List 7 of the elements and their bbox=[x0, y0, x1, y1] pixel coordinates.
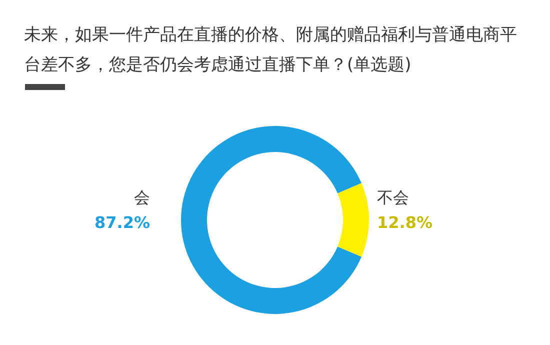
data-label: 87.2% bbox=[94, 213, 150, 232]
slice-label: 会 bbox=[134, 188, 150, 207]
donut-slice bbox=[181, 126, 362, 314]
chart-title: 未来，如果一件产品在直播的价格、附属的赠品福利与普通电商平台差不多，您是否仍会考虑通过直播下单？(单选题) bbox=[24, 24, 518, 77]
slice-label: 不会 bbox=[377, 188, 409, 207]
donut-slice bbox=[338, 183, 369, 257]
data-label: 12.8% bbox=[377, 213, 433, 232]
